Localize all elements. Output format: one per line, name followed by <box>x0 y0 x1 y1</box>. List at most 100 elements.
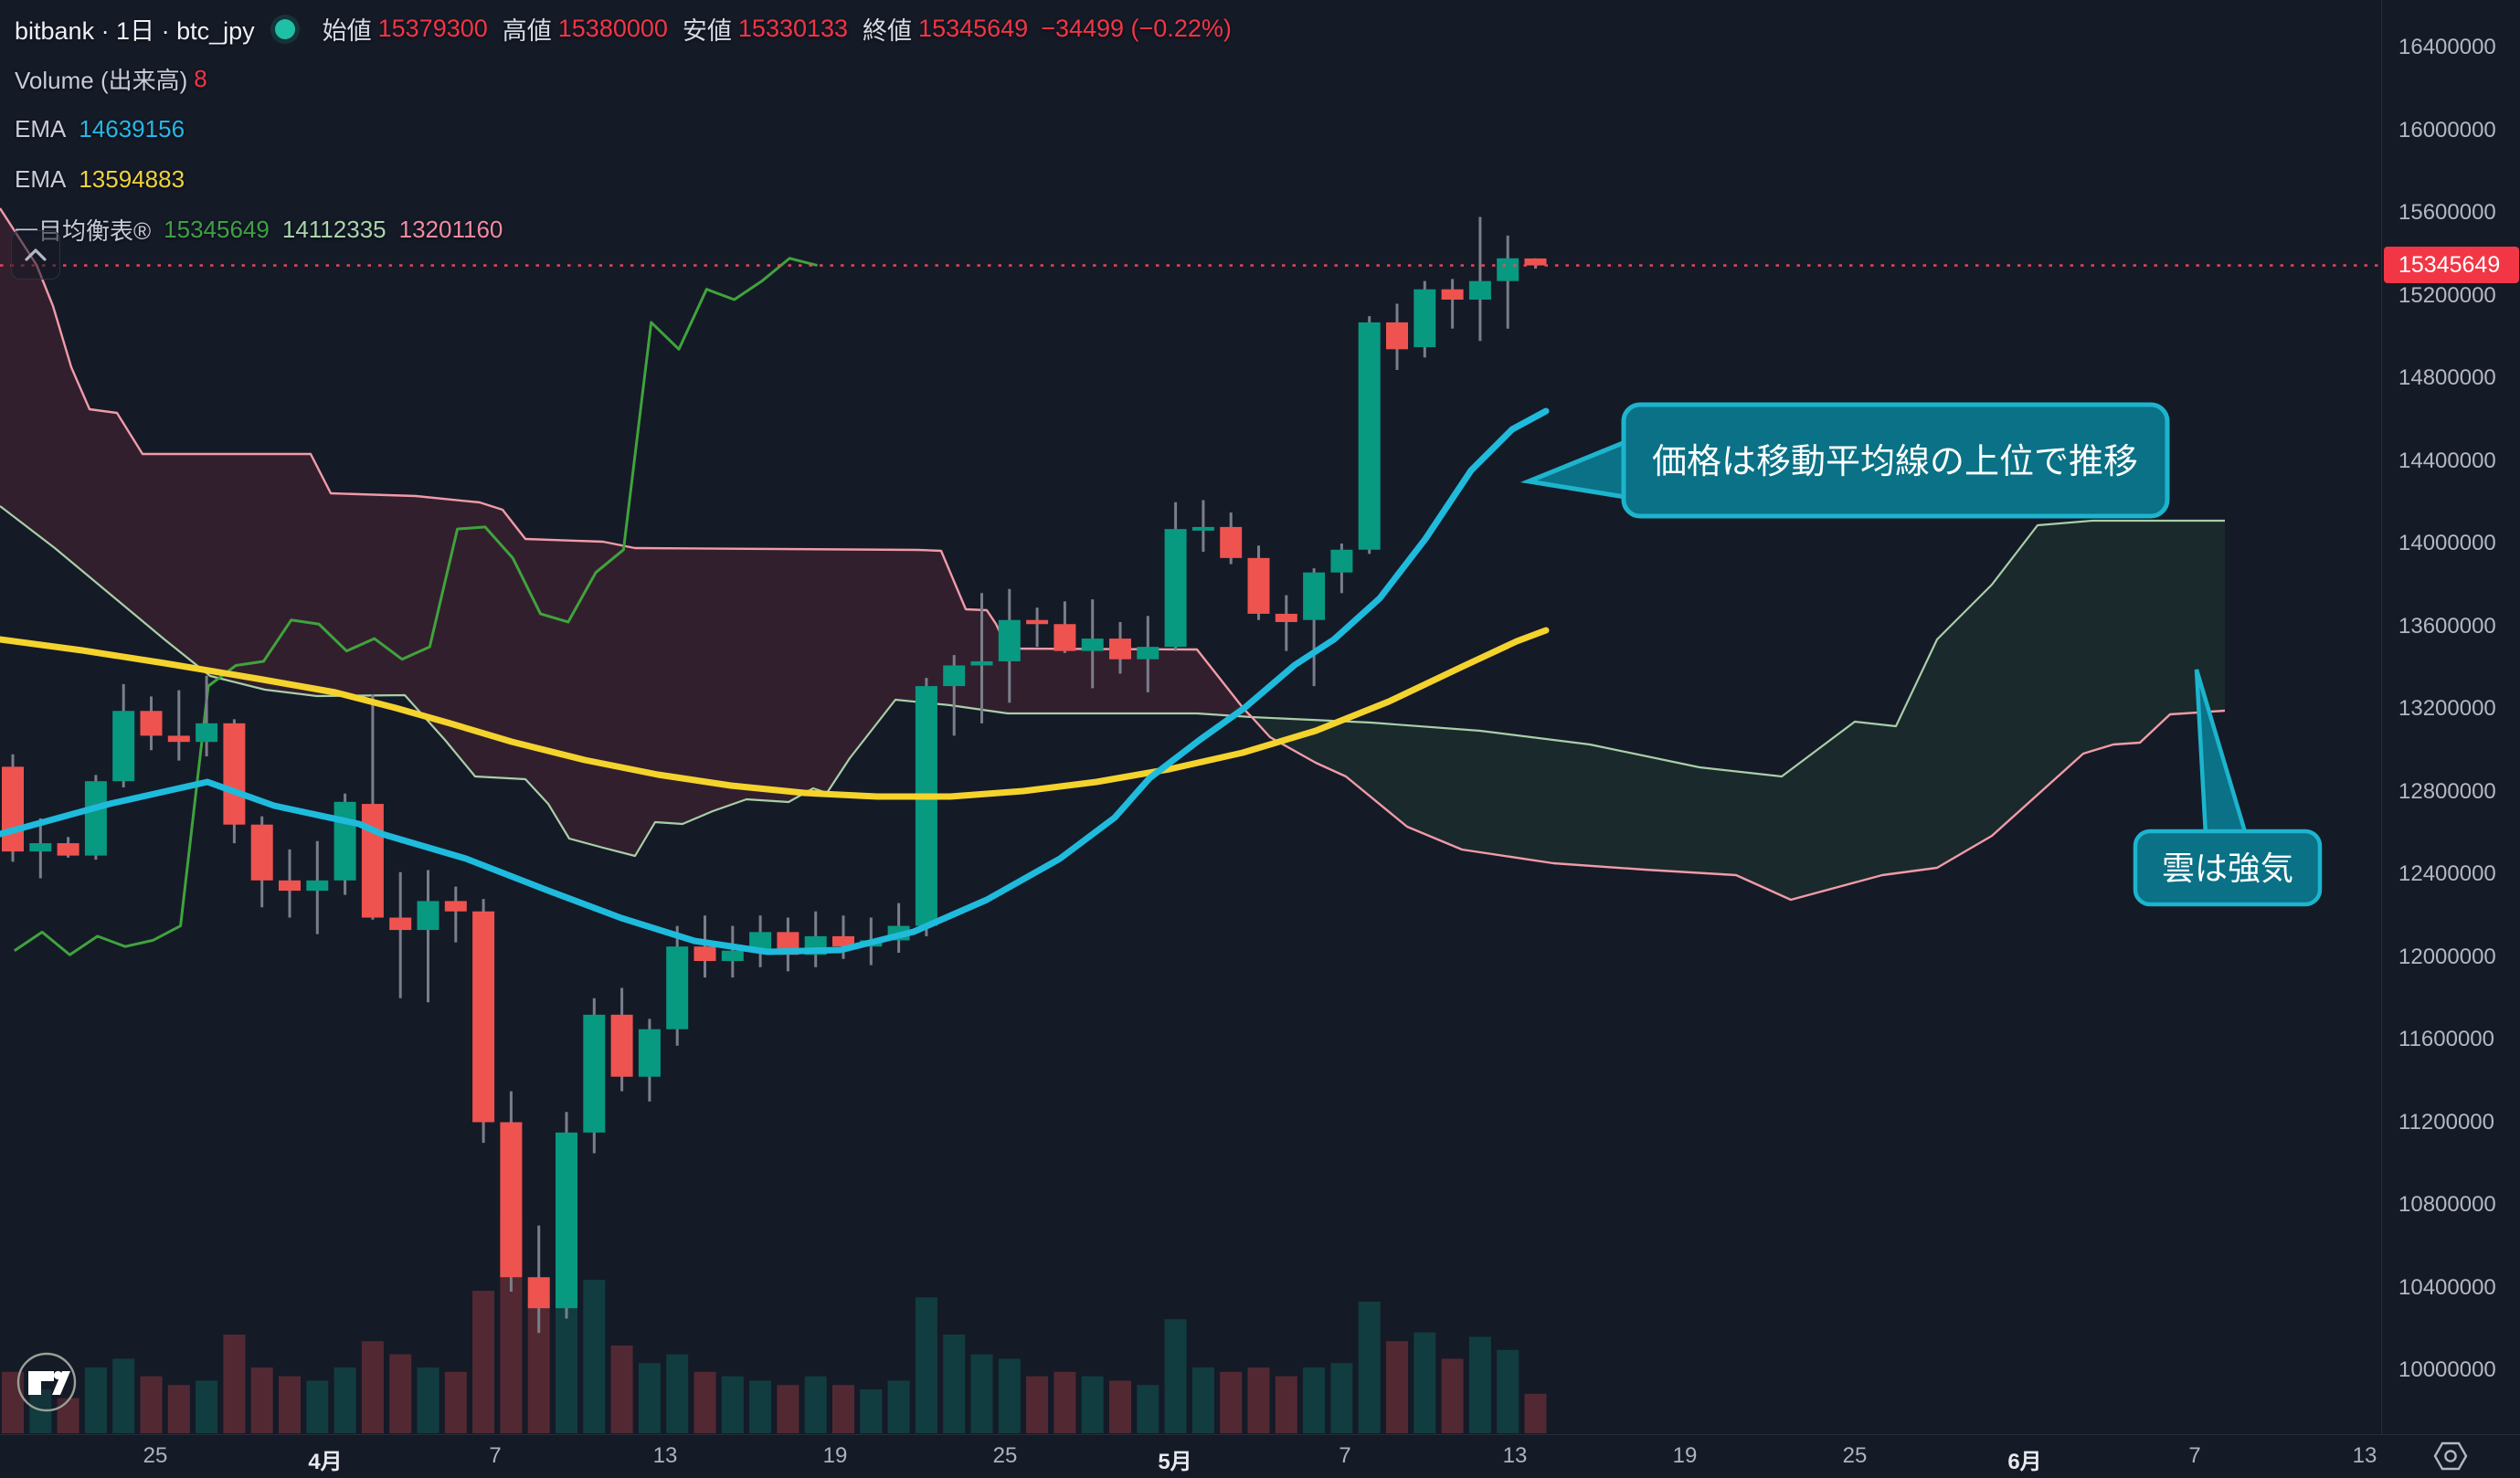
candle-up <box>1497 258 1519 281</box>
gear-icon[interactable] <box>2430 1438 2472 1474</box>
volume-bar <box>250 1367 273 1433</box>
callout-tail <box>1519 434 1639 501</box>
volume-bar <box>361 1341 384 1433</box>
close-value: 15345649 <box>918 15 1029 42</box>
volume-bar <box>84 1367 107 1433</box>
candle-up <box>943 665 966 687</box>
volume-bar <box>1441 1358 1464 1433</box>
volume-value: 8 <box>194 65 207 92</box>
volume-bar <box>472 1291 495 1433</box>
volume-bar <box>1247 1367 1270 1433</box>
volume-bar <box>1468 1336 1491 1433</box>
price-tick-label: 14800000 <box>2398 365 2496 390</box>
volume-bar <box>832 1385 854 1433</box>
price-tick-label: 10400000 <box>2398 1274 2496 1300</box>
candle-up <box>112 711 135 782</box>
ema-slow-row[interactable]: EMA 13594883 <box>15 154 1232 205</box>
candle-up <box>583 1014 606 1133</box>
candle-up <box>666 946 689 1029</box>
volume-bar <box>610 1346 633 1433</box>
candle-down <box>250 824 273 881</box>
time-tick-label: 25 <box>992 1443 1018 1468</box>
volume-bar <box>804 1376 827 1433</box>
candle-up <box>998 619 1021 661</box>
candle-down <box>1441 289 1464 301</box>
callout-bullish-cloud-text: 雲は強気 <box>2162 850 2293 887</box>
tradingview-logo[interactable] <box>15 1350 79 1419</box>
callout-bubble <box>2133 829 2323 907</box>
price-tick-label: 13600000 <box>2398 613 2496 639</box>
low-label: 安値 <box>682 17 732 45</box>
candle-down <box>1275 613 1297 622</box>
chevron-up-icon <box>25 248 47 261</box>
ema-fast-row[interactable]: EMA 14639156 <box>15 104 1232 154</box>
volume-bar <box>1191 1367 1214 1433</box>
collapse-legend-button[interactable] <box>11 230 60 280</box>
volume-bar <box>1275 1376 1297 1433</box>
callout-price-above-ma[interactable]: 価格は移動平均線の上位で推移 <box>1519 402 2170 519</box>
change-value: −34499 (−0.22%) <box>1041 15 1232 42</box>
candle-up <box>1330 549 1353 573</box>
volume-bar <box>556 1297 577 1433</box>
open-label: 始値 <box>322 17 372 45</box>
candle-up <box>306 880 329 892</box>
candle-up <box>638 1029 661 1077</box>
price-tick-label: 14000000 <box>2398 531 2496 555</box>
candle-down <box>610 1014 633 1077</box>
volume-bar <box>417 1367 439 1433</box>
candle-down <box>472 911 495 1123</box>
volume-bar <box>279 1376 301 1433</box>
volume-bar <box>196 1380 218 1433</box>
candle-up <box>29 843 52 852</box>
time-tick-label: 13 <box>2352 1443 2377 1468</box>
volume-bar <box>721 1376 744 1433</box>
volume-bar <box>1026 1376 1049 1433</box>
price-tick-label: 11200000 <box>2398 1109 2494 1135</box>
close-label: 終値 <box>863 17 913 45</box>
symbol-row[interactable]: bitbank · 1日 · btc_jpy 始値 15379300 高値 15… <box>15 4 1232 54</box>
time-tick-label: 7 <box>2188 1443 2201 1468</box>
candle-down <box>1220 526 1243 558</box>
legend: bitbank · 1日 · btc_jpy 始値 15379300 高値 15… <box>15 4 1232 255</box>
candle-up <box>1164 529 1187 648</box>
candle-up <box>556 1132 577 1309</box>
high-label: 高値 <box>502 17 552 45</box>
candle-down <box>389 917 412 931</box>
time-tick-month-label: 4月 <box>308 1450 343 1474</box>
volume-bar <box>998 1358 1021 1433</box>
ichimoku-row[interactable]: 一目均衡表® 15345649 14112335 13201160 <box>15 205 1232 255</box>
price-tick-label: 15200000 <box>2398 282 2496 308</box>
ema-fast-value: 14639156 <box>79 115 185 143</box>
candle-down <box>167 735 190 743</box>
volume-bar <box>389 1354 412 1433</box>
volume-bar <box>1414 1332 1436 1433</box>
candle-down <box>361 804 384 918</box>
volume-bar <box>1497 1349 1519 1433</box>
candle-up <box>721 950 744 962</box>
volume-bar <box>444 1371 467 1433</box>
candle-down <box>279 880 301 892</box>
callout-bullish-cloud[interactable]: 雲は強気 <box>2133 669 2323 907</box>
time-axis[interactable]: 25 4月 7 13 19 25 5月 7 13 19 25 6月 7 13 <box>0 1434 2520 1478</box>
price-axis[interactable]: 15345649 16400000 16000000 15600000 1520000… <box>2381 0 2520 1434</box>
candle-down <box>1109 639 1131 660</box>
volume-bar <box>1330 1363 1353 1433</box>
volume-bar <box>112 1358 135 1433</box>
candle-down <box>1247 557 1270 614</box>
candle-up <box>915 686 937 926</box>
volume-bar <box>223 1335 246 1433</box>
high-value: 15380000 <box>557 15 668 42</box>
volume-bar <box>140 1376 163 1433</box>
price-tick-label: 12400000 <box>2398 861 2496 886</box>
candle-up <box>1468 280 1491 301</box>
chikou-span-line <box>13 257 818 956</box>
last-price-tag: 15345649 <box>2384 247 2519 283</box>
callout-price-above-ma-text: 価格は移動平均線の上位で推移 <box>1652 443 2138 481</box>
price-tick-label: 11600000 <box>2398 1027 2494 1051</box>
candle-down <box>1386 322 1408 350</box>
volume-row[interactable]: Volume (出来高) 8 <box>15 54 1232 104</box>
candle-up <box>1358 322 1381 550</box>
symbol-title[interactable]: bitbank · 1日 · btc_jpy <box>15 17 255 45</box>
